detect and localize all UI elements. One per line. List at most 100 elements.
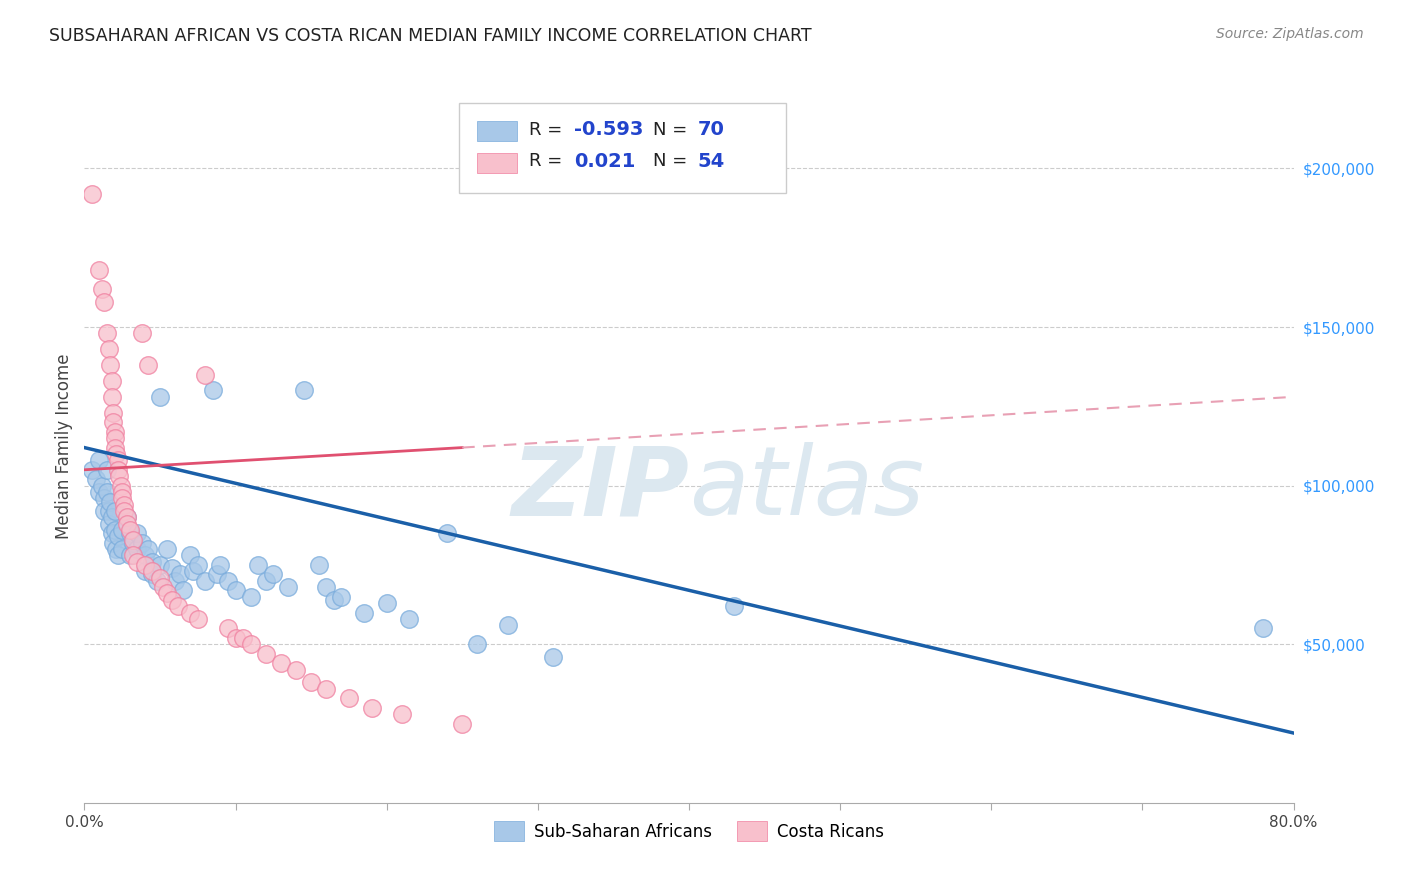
Point [115,516,138,531]
Point [270,657,292,671]
Point [292,384,315,398]
Point [80,186,103,201]
Point [104,441,127,455]
Point [96,326,118,341]
Point [96,463,118,477]
FancyBboxPatch shape [478,121,517,141]
Point [209,558,232,572]
Point [108,469,131,483]
Point [398,612,420,626]
Point [89,453,111,467]
Point [187,612,209,626]
Point [107,463,129,477]
Point [89,263,111,277]
Point [100,374,122,388]
Text: -0.593: -0.593 [574,120,644,139]
Point [121,533,143,547]
Text: 70: 70 [697,120,724,139]
Point [86,472,108,486]
Point [100,526,122,541]
Point [127,526,149,541]
Point [160,561,183,575]
Point [111,523,134,537]
Point [181,564,204,578]
Point [101,535,124,549]
Point [149,390,172,404]
Point [101,415,124,429]
Point [118,523,141,537]
Text: ZIP: ZIP [510,442,689,535]
Point [217,574,239,588]
Point [254,574,277,588]
Point [134,564,156,578]
Point [104,431,127,445]
Text: R =: R = [529,153,568,170]
Point [172,583,194,598]
Point [179,549,201,563]
Point [322,592,344,607]
Text: 54: 54 [697,152,724,170]
Point [156,542,179,557]
Point [160,592,183,607]
Point [100,390,122,404]
Point [156,586,179,600]
Point [330,590,353,604]
Point [141,567,163,582]
Point [232,631,254,645]
Point [101,406,124,420]
Point [149,558,172,572]
Point [96,485,118,500]
Point [127,542,149,557]
Point [93,294,115,309]
Point [98,358,121,372]
Point [131,535,153,549]
Point [1253,621,1275,635]
Point [111,485,134,500]
Point [391,706,413,721]
Point [104,425,127,439]
Point [337,691,360,706]
Point [80,463,103,477]
Text: N =: N = [652,153,693,170]
Point [112,498,135,512]
Point [146,574,169,588]
Point [201,384,224,398]
Point [360,700,382,714]
Point [118,526,141,541]
Point [436,526,458,541]
Point [107,529,129,543]
Point [315,681,337,696]
Point [93,504,115,518]
Point [91,282,114,296]
Point [93,491,115,506]
Point [308,558,330,572]
Text: SUBSAHARAN AFRICAN VS COSTA RICAN MEDIAN FAMILY INCOME CORRELATION CHART: SUBSAHARAN AFRICAN VS COSTA RICAN MEDIAN… [49,27,811,45]
Point [165,574,187,588]
Point [111,542,134,557]
Point [149,571,172,585]
Point [152,580,174,594]
Point [277,580,299,594]
Point [100,510,122,524]
Point [89,485,111,500]
Point [194,368,217,382]
Point [104,523,127,537]
Point [169,567,191,582]
Point [451,716,474,731]
Point [105,447,128,461]
Point [167,599,190,614]
Point [91,478,114,492]
Point [115,510,138,524]
Point [239,637,262,651]
Point [262,567,284,582]
Point [141,564,163,578]
Point [375,596,398,610]
Point [97,504,120,518]
Point [254,647,277,661]
Point [496,618,519,632]
Point [118,549,141,563]
Legend: Sub-Saharan Africans, Costa Ricans: Sub-Saharan Africans, Costa Ricans [488,814,890,848]
FancyBboxPatch shape [460,103,786,193]
Point [127,555,149,569]
Point [136,358,159,372]
